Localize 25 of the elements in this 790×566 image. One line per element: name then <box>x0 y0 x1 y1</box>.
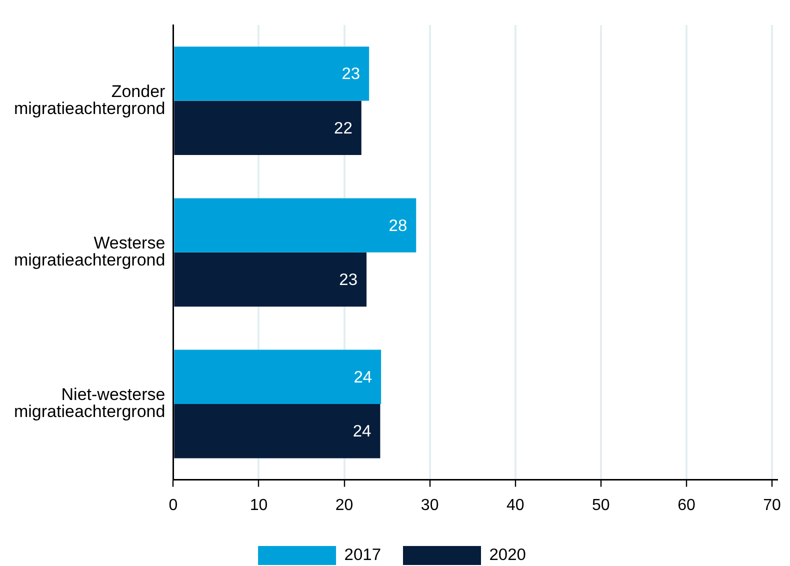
data-label: 24 <box>352 422 372 441</box>
x-tick-label: 50 <box>592 496 610 514</box>
data-label: 23 <box>342 65 360 84</box>
x-tick-label: 30 <box>420 496 439 514</box>
x-tick-label: 10 <box>250 496 268 514</box>
data-label: 23 <box>339 271 358 290</box>
bar <box>174 350 382 404</box>
data-label: 22 <box>334 119 352 138</box>
data-label: 28 <box>388 216 408 235</box>
bar <box>174 252 367 307</box>
x-tick-label: 60 <box>678 496 696 514</box>
x-tick-label: 70 <box>763 496 781 514</box>
x-tick-label: 40 <box>506 496 524 514</box>
bar <box>174 46 370 101</box>
y-tick-label: Niet-westerse migratieachtergrond <box>14 385 166 422</box>
x-tick-label: 20 <box>335 496 354 514</box>
y-tick-label: Westerse migratieachtergrond <box>14 234 166 270</box>
bar <box>174 100 362 155</box>
legend-label: 2020 <box>489 546 526 564</box>
x-tick-label: 0 <box>168 496 178 514</box>
legend-label: 2017 <box>344 546 382 564</box>
y-tick-label: Zonder migratieachtergrond <box>14 82 166 118</box>
bar <box>174 198 416 252</box>
data-label: 24 <box>354 368 372 386</box>
bar <box>174 404 380 458</box>
